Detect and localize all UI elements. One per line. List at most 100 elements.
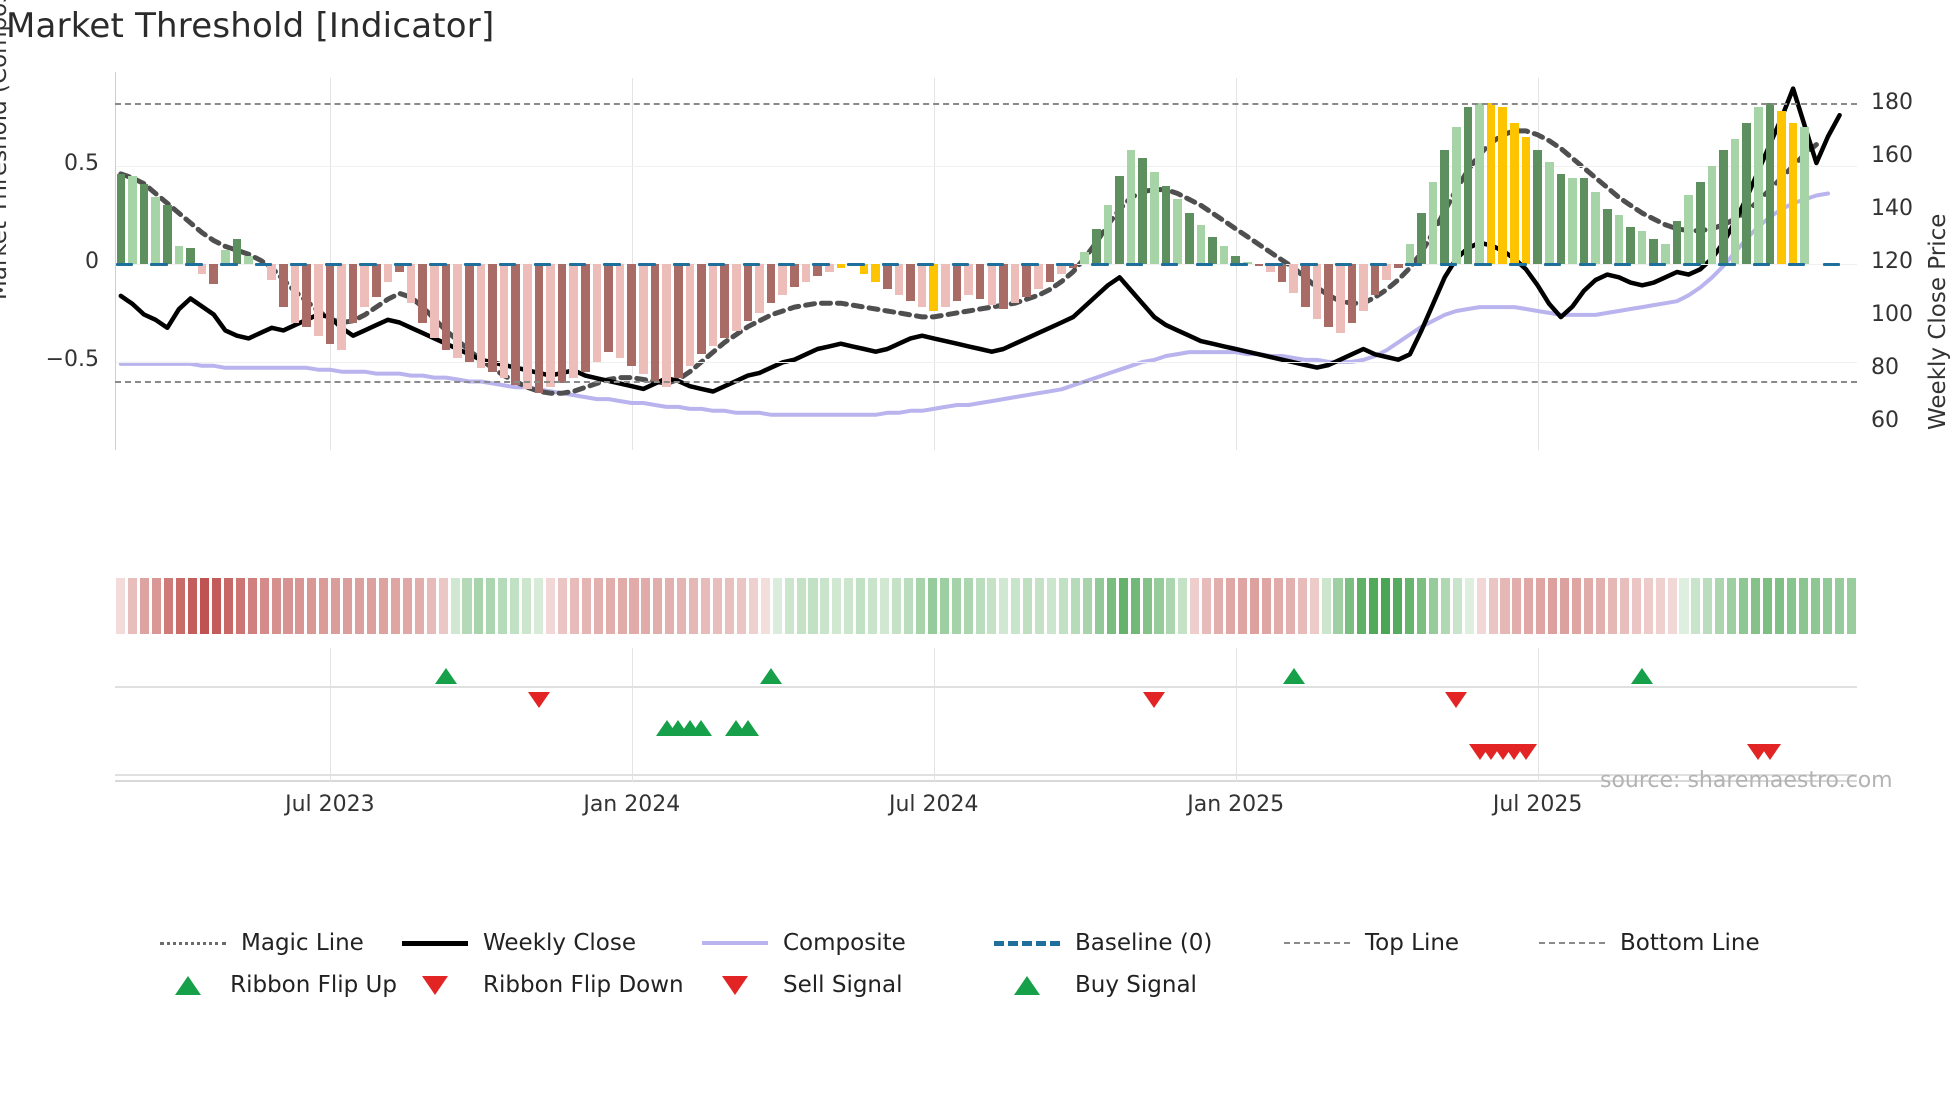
baseline-segment (220, 262, 238, 266)
ribbon-cell (450, 578, 460, 634)
x-axis-tick-label: Jan 2025 (1187, 792, 1285, 817)
histogram-bar (1405, 244, 1415, 264)
ribbon-cell (235, 578, 245, 634)
signal-row-axis (115, 686, 1857, 688)
histogram-bar (766, 264, 776, 304)
baseline-segment (150, 262, 168, 266)
histogram-bar (1742, 123, 1751, 264)
legend-item-label: Magic Line (241, 930, 364, 956)
histogram-bar (1603, 209, 1612, 264)
baseline-segment (847, 262, 865, 266)
legend-item[interactable]: Weekly Close (397, 930, 697, 956)
histogram-bar (755, 264, 764, 313)
histogram-bar (1788, 123, 1798, 264)
legend-item[interactable]: Sell Signal (697, 972, 989, 998)
legend-item[interactable]: Composite (697, 930, 989, 956)
legend-row-markers: Ribbon Flip Up Ribbon Flip Down Sell Signa… (155, 964, 1915, 1006)
ribbon-cell (1249, 578, 1259, 634)
ribbon-cell (820, 578, 830, 634)
histogram-bar (1045, 264, 1055, 282)
histogram-bar (1382, 264, 1391, 280)
legend-triangle-up-icon (155, 975, 220, 995)
ribbon-cell (510, 578, 520, 634)
baseline-segment (882, 262, 900, 266)
ribbon-cell (939, 578, 949, 634)
legend-triangle-up-icon (989, 975, 1065, 995)
ribbon-cell (1798, 578, 1808, 634)
legend-item[interactable]: Top Line (1279, 930, 1534, 956)
histogram-bar (302, 264, 311, 327)
baseline-segment (1334, 262, 1353, 266)
legend-item[interactable]: Bottom Line (1534, 930, 1814, 956)
histogram-bar (639, 264, 648, 374)
histogram-bar (1498, 107, 1508, 264)
ribbon-flip-up-marker (1282, 668, 1305, 684)
baseline-segment (568, 262, 586, 266)
histogram-bar (975, 264, 985, 300)
ribbon-cell (701, 578, 711, 634)
ribbon-cell (1226, 578, 1236, 634)
right-axis-tick-label: 80 (1871, 355, 1899, 381)
ribbon-cell (1488, 578, 1498, 634)
histogram-bar (1126, 150, 1136, 264)
ribbon-cell (1106, 578, 1116, 634)
ribbon-cell (1154, 578, 1164, 634)
histogram-bar (1393, 264, 1403, 268)
histogram-bar (952, 264, 962, 302)
ribbon-cell (211, 578, 221, 634)
legend-item[interactable]: Buy Signal (989, 972, 1279, 998)
histogram-bar (1335, 264, 1345, 333)
baseline-segment (1753, 262, 1771, 266)
ribbon-cell (1285, 578, 1295, 634)
histogram-bar (174, 246, 184, 264)
baseline-segment (742, 262, 761, 266)
ribbon-cell (1834, 578, 1844, 634)
right-axis-tick-label: 160 (1871, 142, 1913, 168)
ribbon-cell (880, 578, 890, 634)
ribbon-cell (1202, 578, 1212, 634)
legend-item[interactable]: Ribbon Flip Up (155, 972, 397, 998)
ribbon-cell (951, 578, 961, 634)
legend-item-label: Composite (783, 930, 906, 956)
ribbon-cell (426, 578, 436, 634)
baseline-segment (986, 262, 1004, 266)
ribbon-cell (581, 578, 591, 634)
histogram-bar (1626, 226, 1635, 264)
ribbon-cell (390, 578, 400, 634)
ribbon-cell (1237, 578, 1248, 634)
legend-item-label: Top Line (1365, 930, 1460, 956)
histogram-bar (1637, 230, 1647, 264)
legend-item-label: Ribbon Flip Up (230, 972, 397, 998)
legend-item[interactable]: Baseline (0) (989, 930, 1279, 956)
baseline-segment (1265, 262, 1283, 266)
histogram-bar (290, 264, 300, 323)
legend-item[interactable]: Ribbon Flip Down (397, 972, 697, 998)
right-axis-tick-label: 140 (1871, 195, 1913, 221)
ribbon-cell (1023, 578, 1033, 634)
legend-dashed-line-icon (989, 940, 1065, 946)
ribbon-cell (1393, 578, 1403, 634)
legend-dashed-line-icon (1279, 942, 1355, 944)
vertical-gridline (631, 700, 633, 776)
ribbon-cell (772, 578, 782, 634)
ribbon-cell (677, 578, 687, 634)
right-axis-tick-label: 100 (1871, 302, 1913, 328)
ribbon-cell (832, 578, 842, 634)
histogram-bar (1161, 185, 1171, 264)
ribbon-cell (975, 578, 985, 634)
ribbon-cell (1643, 578, 1653, 634)
baseline-segment (1509, 262, 1527, 266)
right-axis-tick-label: 120 (1871, 249, 1913, 274)
histogram-bar (929, 264, 939, 311)
histogram-bar (1068, 264, 1078, 268)
histogram-bar (1440, 150, 1450, 264)
ribbon-cell (1679, 578, 1689, 634)
ribbon-cell (438, 578, 448, 634)
histogram-bar (1010, 264, 1020, 304)
histogram-bar (313, 264, 323, 337)
histogram-bar (267, 264, 277, 280)
x-axis-tick-label: Jul 2023 (285, 792, 375, 817)
histogram-bar (232, 238, 242, 264)
histogram-bar (1173, 199, 1182, 264)
legend-item[interactable]: Magic Line (155, 930, 397, 956)
